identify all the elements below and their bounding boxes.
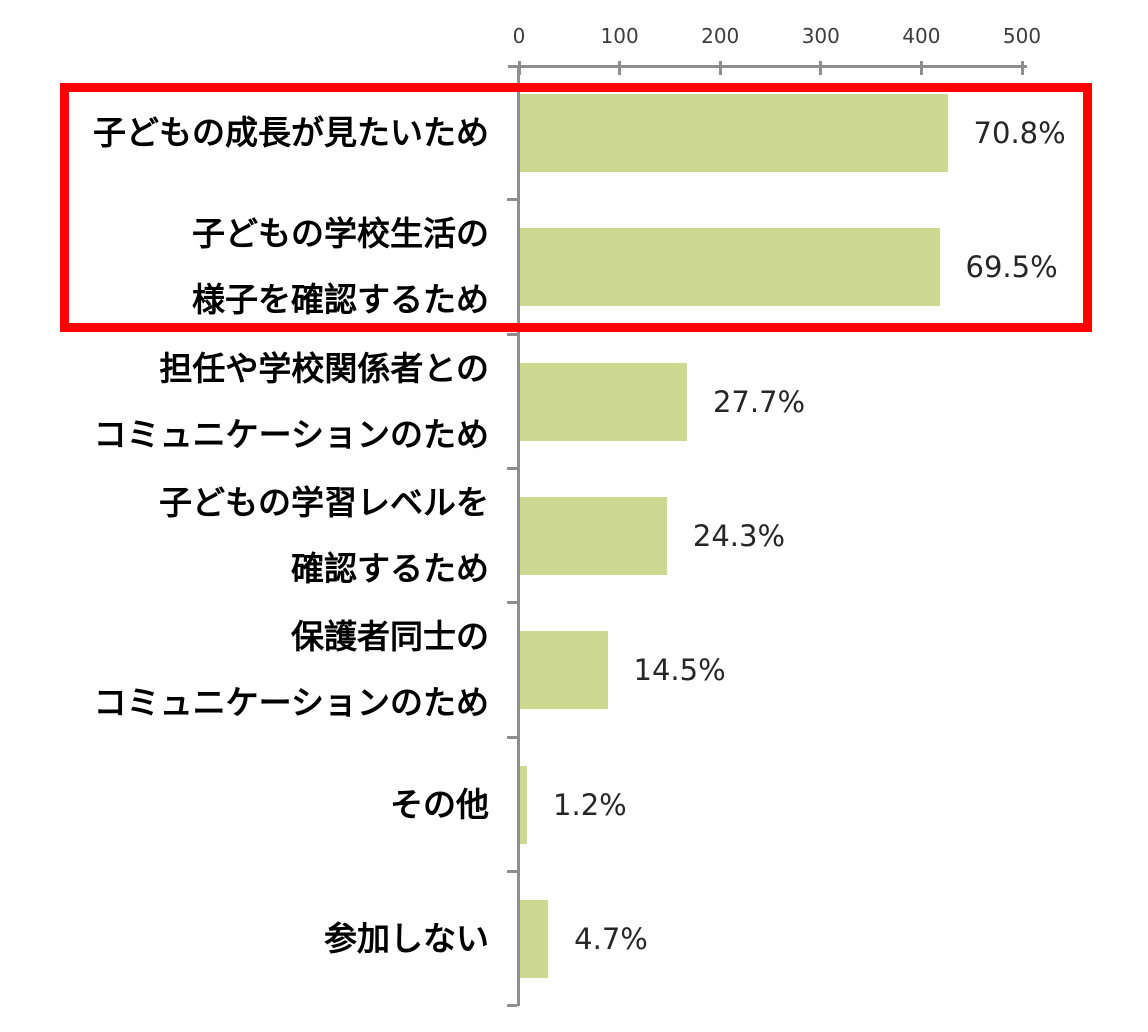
- value-label: 27.7%: [712, 384, 806, 419]
- category-label-line: コミュニケーションのため: [93, 684, 489, 722]
- y-axis-tick-mark: [507, 869, 517, 873]
- category-label-line: 保護者同士の: [291, 618, 489, 656]
- bar: [520, 228, 940, 307]
- x-axis-tick-label: 200: [701, 24, 740, 48]
- category-label-line: 子どもの学習レベルを: [159, 484, 489, 522]
- x-axis-tick-label: 400: [902, 24, 941, 48]
- y-axis-line: [517, 65, 520, 1006]
- x-axis-tick-mark: [618, 61, 622, 75]
- category-label-line: コミュニケーションのため: [93, 415, 489, 453]
- category-label-line: 子どもの成長が見たいため: [93, 114, 489, 152]
- category-label-line: 様子を確認するため: [192, 281, 489, 319]
- x-axis-tick-mark: [1020, 61, 1024, 75]
- category-label-line: 担任や学校関係者との: [159, 349, 489, 387]
- bar: [520, 94, 948, 173]
- category-label: 子どもの成長が見たいため: [0, 66, 489, 200]
- x-axis-tick-label: 500: [1002, 24, 1042, 48]
- y-axis-tick-mark: [507, 198, 517, 202]
- value-label: 24.3%: [692, 519, 786, 554]
- category-label-line: 確認するため: [291, 550, 489, 588]
- category-label-line: 子どもの学校生活の: [192, 215, 489, 253]
- y-axis-tick-mark: [507, 1004, 517, 1008]
- x-axis-tick-mark: [819, 61, 823, 75]
- y-axis-tick-mark: [507, 735, 517, 739]
- y-axis-tick-mark: [507, 466, 517, 470]
- value-label: 4.7%: [574, 921, 648, 956]
- bar: [520, 899, 549, 978]
- x-axis-tick-label: 0: [512, 24, 526, 48]
- x-axis-tick-mark: [517, 61, 521, 75]
- category-label: 参加しない: [0, 872, 489, 1006]
- value-label: 69.5%: [965, 250, 1058, 285]
- y-axis-tick-mark: [507, 332, 517, 336]
- bar: [520, 362, 687, 441]
- value-label: 1.2%: [553, 787, 627, 822]
- category-label: 担任や学校関係者とのコミュニケーションのため: [0, 335, 489, 469]
- bar: [520, 765, 528, 844]
- value-label: 70.8%: [973, 116, 1066, 151]
- category-label: 子どもの学習レベルを確認するため: [0, 469, 489, 603]
- category-label-line: その他: [390, 785, 489, 823]
- x-axis-tick-mark: [919, 61, 923, 75]
- bar: [520, 631, 608, 710]
- value-label: 14.5%: [633, 653, 726, 688]
- category-label: その他: [0, 738, 489, 872]
- highlight-box: [60, 83, 1092, 332]
- category-label: 子どもの学校生活の 様子を確認するため: [0, 200, 489, 334]
- x-axis-tick-label: 100: [600, 24, 639, 48]
- x-axis-line: [508, 65, 1027, 68]
- x-axis-tick-label: 300: [801, 24, 840, 48]
- category-label-line: 参加しない: [324, 919, 489, 957]
- bar: [520, 497, 667, 576]
- y-axis-tick-mark: [507, 601, 517, 605]
- x-axis-tick-mark: [718, 61, 722, 75]
- category-label: 保護者同士のコミュニケーションのため: [0, 603, 489, 737]
